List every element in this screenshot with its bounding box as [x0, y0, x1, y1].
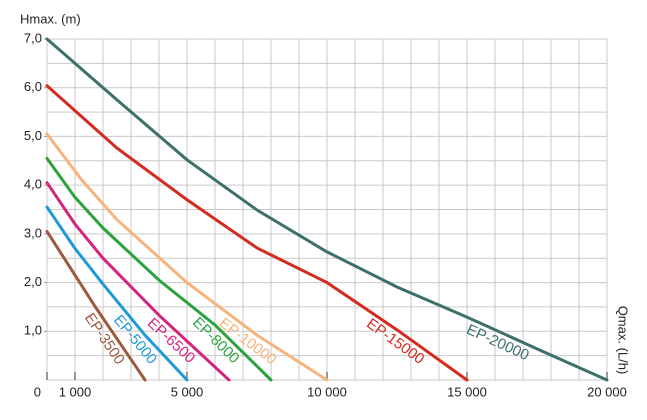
x-tick-label: 10 000 [307, 384, 347, 399]
x-tick-label: 20 000 [587, 384, 627, 399]
x-tick-label: 5 000 [171, 384, 204, 399]
x-tick-label: 1 000 [59, 384, 92, 399]
y-tick-label: 4,0 [24, 177, 42, 192]
x-axis-label: Qmax. (L/h) [616, 306, 631, 375]
series-line [45, 181, 231, 382]
series-line [45, 84, 469, 382]
x-tick-label: 0 [34, 384, 41, 399]
series-label: EP-15000 [363, 315, 427, 368]
series-line [45, 229, 147, 382]
series-line [45, 156, 273, 382]
y-tick-label: 1,0 [24, 323, 42, 338]
y-tick-label: 6,0 [24, 79, 42, 94]
series-line [45, 205, 189, 382]
y-tick-label: 5,0 [24, 128, 42, 143]
y-tick-label: 7,0 [24, 30, 42, 45]
y-tick-label: 2,0 [24, 274, 42, 289]
series-line [45, 132, 329, 382]
series-line [45, 37, 609, 382]
x-tick-label: 15 000 [447, 384, 487, 399]
y-tick-label: 3,0 [24, 225, 42, 240]
y-axis-label: Hmax. (m) [20, 11, 81, 26]
